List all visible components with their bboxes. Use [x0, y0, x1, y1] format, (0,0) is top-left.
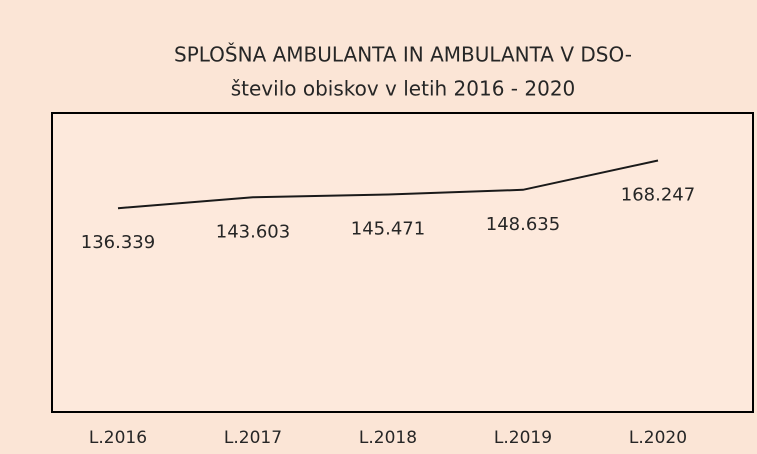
chart-title: SPLOŠNA AMBULANTA IN AMBULANTA V DSO- [174, 43, 632, 67]
plot-area [51, 112, 754, 413]
data-label: 136.339 [81, 232, 155, 253]
x-tick-label: L.2018 [359, 428, 417, 448]
data-label: 145.471 [351, 219, 425, 240]
chart-subtitle: število obiskov v letih 2016 - 2020 [231, 77, 576, 101]
data-label: 143.603 [216, 221, 290, 242]
data-label: 168.247 [621, 184, 695, 205]
x-tick-label: L.2020 [629, 428, 687, 448]
data-line [117, 159, 659, 210]
x-tick-label: L.2019 [494, 428, 552, 448]
data-label: 148.635 [486, 214, 560, 235]
x-tick-label: L.2017 [224, 428, 282, 448]
x-tick-label: L.2016 [89, 428, 147, 448]
